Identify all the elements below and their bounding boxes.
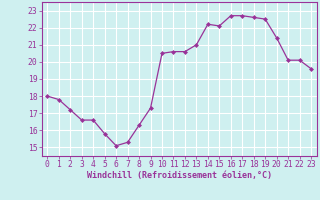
X-axis label: Windchill (Refroidissement éolien,°C): Windchill (Refroidissement éolien,°C)	[87, 171, 272, 180]
